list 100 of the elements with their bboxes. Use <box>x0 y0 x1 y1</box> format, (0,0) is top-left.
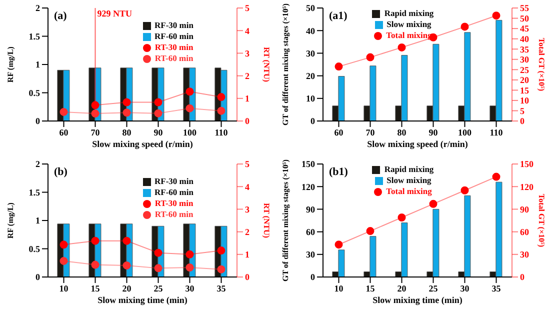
y2-tick-label: 150 <box>520 158 534 169</box>
x-tick-label: 60 <box>334 127 344 138</box>
y-tick-label: 90 <box>306 204 316 214</box>
y-tick-label: 40 <box>306 26 316 36</box>
y-tick-label: 2 <box>36 158 40 169</box>
x-tick-label: 80 <box>122 127 132 138</box>
legend-label: RF-60 min <box>154 31 194 41</box>
x-tick-label: 15 <box>366 282 376 293</box>
legend-label: RT-60 min <box>154 53 194 63</box>
y2-tick-label: 15 <box>520 85 530 96</box>
x-tick-label: 60 <box>59 127 69 138</box>
y-tick-label: 120 <box>302 181 316 192</box>
x-tick-label: 25 <box>428 282 438 293</box>
y-tick-label: 150 <box>302 158 316 169</box>
y-tick-label: 0.5 <box>28 88 40 98</box>
x-tick-label: 35 <box>216 282 226 293</box>
y-tick-label: 2 <box>36 3 40 14</box>
y2-tick-label: 35 <box>520 44 530 54</box>
legend-label: RT-30 min <box>154 42 194 52</box>
x-tick-label: 20 <box>122 282 132 293</box>
legend-label: RF-30 min <box>154 176 194 186</box>
y2-tick-label: 90 <box>520 204 530 214</box>
y2-tick-label: 2 <box>245 70 250 81</box>
y-tick-label: 1.5 <box>28 186 40 197</box>
x-tick-label: 10 <box>59 282 69 293</box>
x-tick-label: 30 <box>460 282 470 293</box>
y-tick-label: 50 <box>306 3 316 14</box>
y-tick-label: 10 <box>306 94 316 104</box>
legend-label: Slow mixing <box>386 19 432 29</box>
y-tick-label: 1 <box>36 215 40 226</box>
y2-tick-label: 0 <box>245 272 250 282</box>
legend-label: RT-60 min <box>154 208 194 218</box>
y-axis-title: RF (mg/L) <box>6 46 15 82</box>
legend-label: RF-60 min <box>154 186 194 196</box>
x-tick-label: 90 <box>154 127 164 138</box>
x-tick-label: 90 <box>428 127 438 138</box>
y2-tick-label: 5 <box>245 3 250 14</box>
legend-label: Rapid mixing <box>384 164 434 174</box>
y2-tick-label: 25 <box>520 64 530 75</box>
legend-label: RF-30 min <box>154 20 194 30</box>
y-tick-label: 0 <box>310 272 316 282</box>
x-tick-label: 80 <box>397 127 407 138</box>
y-tick-label: 1 <box>36 60 40 70</box>
chart-title: (a1) <box>329 10 348 22</box>
x-tick-label: 10 <box>334 282 344 293</box>
y2-axis-title: RT (NTU) <box>262 47 272 82</box>
x-tick-label: 100 <box>183 127 197 138</box>
y-tick-label: 60 <box>306 226 316 236</box>
x-tick-label: 35 <box>492 282 502 293</box>
y2-tick-label: 1 <box>245 249 250 260</box>
y2-tick-label: 3 <box>245 48 250 58</box>
y2-tick-label: 30 <box>520 54 530 65</box>
y2-tick-label: 0 <box>520 116 525 126</box>
x-tick-label: 70 <box>90 127 100 138</box>
x-axis-title: Slow mixing time (min) <box>372 294 462 304</box>
legend-label: Rapid mixing <box>384 8 434 18</box>
y-tick-label: 0 <box>310 116 316 126</box>
x-tick-label: 25 <box>154 282 164 293</box>
x-tick-label: 30 <box>185 282 195 293</box>
y2-tick-label: 4 <box>245 181 250 192</box>
y2-tick-label: 120 <box>520 181 534 192</box>
y2-tick-label: 60 <box>520 226 530 236</box>
y-tick-label: 0 <box>36 116 40 126</box>
y2-tick-label: 10 <box>520 96 530 106</box>
y2-axis-title: RT (NTU) <box>262 202 272 238</box>
y2-axis-title: Total GT (×10⁵) <box>537 193 546 247</box>
y2-tick-label: 50 <box>520 13 530 24</box>
y-tick-label: 1.5 <box>28 31 40 42</box>
x-tick-label: 110 <box>490 127 504 138</box>
y-axis-title: RF (mg/L) <box>6 202 15 238</box>
y2-tick-label: 5 <box>245 158 250 169</box>
y2-tick-label: 45 <box>520 24 530 34</box>
x-axis-title: Slow mixing time (min) <box>98 294 188 304</box>
y2-tick-label: 0 <box>520 272 525 282</box>
y2-tick-label: 30 <box>520 249 530 260</box>
x-tick-label: 100 <box>458 127 472 138</box>
y2-tick-label: 55 <box>520 3 530 14</box>
y-axis-title: GT of different mixing stages (×10⁵) <box>280 3 290 126</box>
y-tick-label: 0.5 <box>28 243 40 254</box>
x-tick-label: 15 <box>90 282 100 293</box>
y2-tick-label: 0 <box>245 116 250 126</box>
x-axis-title: Slow mixing speed (r/min) <box>367 139 468 149</box>
chart-title: (b) <box>54 166 68 178</box>
legend-label: Slow mixing <box>386 174 432 184</box>
y2-tick-label: 20 <box>520 75 530 86</box>
y-tick-label: 20 <box>306 70 316 81</box>
y-tick-label: 0 <box>36 272 40 282</box>
y2-axis-title: Total GT (×10⁵) <box>537 38 546 92</box>
y2-tick-label: 3 <box>245 204 250 214</box>
y2-tick-label: 4 <box>245 26 250 36</box>
x-tick-label: 110 <box>214 127 228 138</box>
y-tick-label: 30 <box>306 48 316 58</box>
x-tick-label: 70 <box>366 127 376 138</box>
legend-label: RT-30 min <box>154 198 194 208</box>
chart-title: (b1) <box>329 166 348 178</box>
x-tick-label: 20 <box>397 282 407 293</box>
y2-tick-label: 40 <box>520 34 530 44</box>
ref-line-label: 929 NTU <box>97 8 132 18</box>
y2-tick-label: 5 <box>520 106 525 116</box>
chart-title: (a) <box>54 10 67 22</box>
